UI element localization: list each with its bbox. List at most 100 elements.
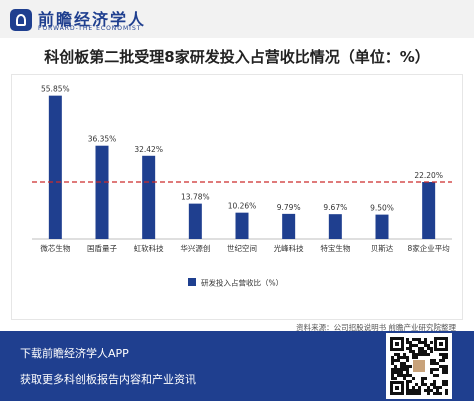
qr-module	[406, 359, 409, 362]
qr-module	[436, 362, 439, 365]
qr-module	[445, 356, 448, 359]
qr-module	[418, 353, 421, 356]
qr-module	[412, 338, 415, 341]
qr-module	[421, 350, 424, 353]
report-promo-text: 获取更多科创板报告内容和产业资讯	[20, 373, 196, 386]
qr-module	[427, 347, 430, 350]
qr-module	[391, 374, 394, 377]
qr-module	[445, 389, 448, 392]
qr-module	[409, 380, 412, 383]
qr-code[interactable]	[386, 333, 452, 399]
qr-module	[394, 377, 397, 380]
qr-module	[400, 362, 403, 365]
qr-module	[436, 389, 439, 392]
brand-logo-icon	[10, 9, 32, 31]
qr-module	[403, 356, 406, 359]
qr-module	[433, 386, 436, 389]
qr-module	[409, 344, 412, 347]
bar	[422, 182, 436, 239]
x-tick-label: 华兴源创	[180, 243, 210, 253]
x-tick-label: 8家企业平均	[408, 243, 450, 253]
qr-module	[430, 368, 433, 371]
qr-module	[427, 389, 430, 392]
qr-module	[421, 377, 424, 380]
qr-module	[412, 344, 415, 347]
qr-module	[391, 368, 394, 371]
qr-module	[445, 365, 448, 368]
qr-module	[418, 392, 421, 395]
bar	[48, 95, 62, 239]
qr-avatar	[411, 358, 427, 374]
qr-module	[442, 371, 445, 374]
qr-module	[391, 362, 394, 365]
qr-module	[406, 392, 409, 395]
qr-module	[415, 392, 418, 395]
qr-module	[391, 359, 394, 362]
qr-module	[412, 353, 415, 356]
qr-module	[403, 368, 406, 371]
qr-module	[433, 362, 436, 365]
bar-chart: 55.85% 微芯生物 36.35% 国盾量子 32.42% 虹软科技 13.78% 华兴源创…	[32, 85, 452, 288]
bar	[188, 203, 202, 239]
qr-module	[424, 344, 427, 347]
qr-module	[433, 374, 436, 377]
qr-module	[430, 350, 433, 353]
qr-module	[394, 365, 397, 368]
qr-module	[433, 383, 436, 386]
qr-module	[412, 377, 415, 380]
qr-module	[442, 356, 445, 359]
data-label: 32.42%	[134, 145, 163, 154]
x-tick-label: 特宝生物	[320, 243, 350, 253]
qr-finder-mark	[434, 337, 448, 351]
qr-module	[415, 353, 418, 356]
qr-module	[403, 353, 406, 356]
legend-label: 研发投入占营收比（%）	[201, 278, 283, 288]
qr-module	[418, 347, 421, 350]
qr-module	[406, 356, 409, 359]
qr-module	[421, 380, 424, 383]
qr-module	[442, 353, 445, 356]
qr-module	[418, 389, 421, 392]
qr-module	[436, 368, 439, 371]
qr-module	[406, 365, 409, 368]
qr-module	[409, 341, 412, 344]
qr-module	[412, 386, 415, 389]
brand-name: 前瞻经济学人	[38, 10, 147, 29]
qr-module	[436, 386, 439, 389]
qr-module	[445, 368, 448, 371]
qr-module	[403, 365, 406, 368]
qr-module	[427, 344, 430, 347]
qr-module	[439, 365, 442, 368]
qr-finder-mark	[390, 381, 404, 395]
qr-module	[445, 353, 448, 356]
data-label: 36.35%	[88, 135, 117, 144]
bar	[375, 214, 389, 239]
qr-module	[409, 389, 412, 392]
qr-module	[445, 383, 448, 386]
qr-module	[406, 374, 409, 377]
qr-module	[430, 383, 433, 386]
qr-module	[442, 368, 445, 371]
qr-module	[415, 344, 418, 347]
qr-module	[430, 371, 433, 374]
qr-module	[394, 353, 397, 356]
bar	[282, 213, 296, 239]
qr-module	[415, 383, 418, 386]
qr-module	[430, 347, 433, 350]
qr-module	[415, 338, 418, 341]
qr-module	[409, 374, 412, 377]
qr-module	[439, 359, 442, 362]
qr-module	[427, 353, 430, 356]
qr-finder-mark	[390, 337, 404, 351]
qr-module	[406, 386, 409, 389]
data-label: 9.50%	[370, 204, 394, 213]
x-tick-label: 光峰科技	[274, 243, 304, 253]
qr-module	[430, 389, 433, 392]
qr-module	[436, 374, 439, 377]
qr-module	[400, 374, 403, 377]
qr-code-pattern	[390, 337, 448, 395]
brand-tagline: FORWARD-THE ECONOMIST	[38, 25, 142, 32]
qr-module	[439, 386, 442, 389]
qr-module	[406, 368, 409, 371]
qr-module	[406, 389, 409, 392]
